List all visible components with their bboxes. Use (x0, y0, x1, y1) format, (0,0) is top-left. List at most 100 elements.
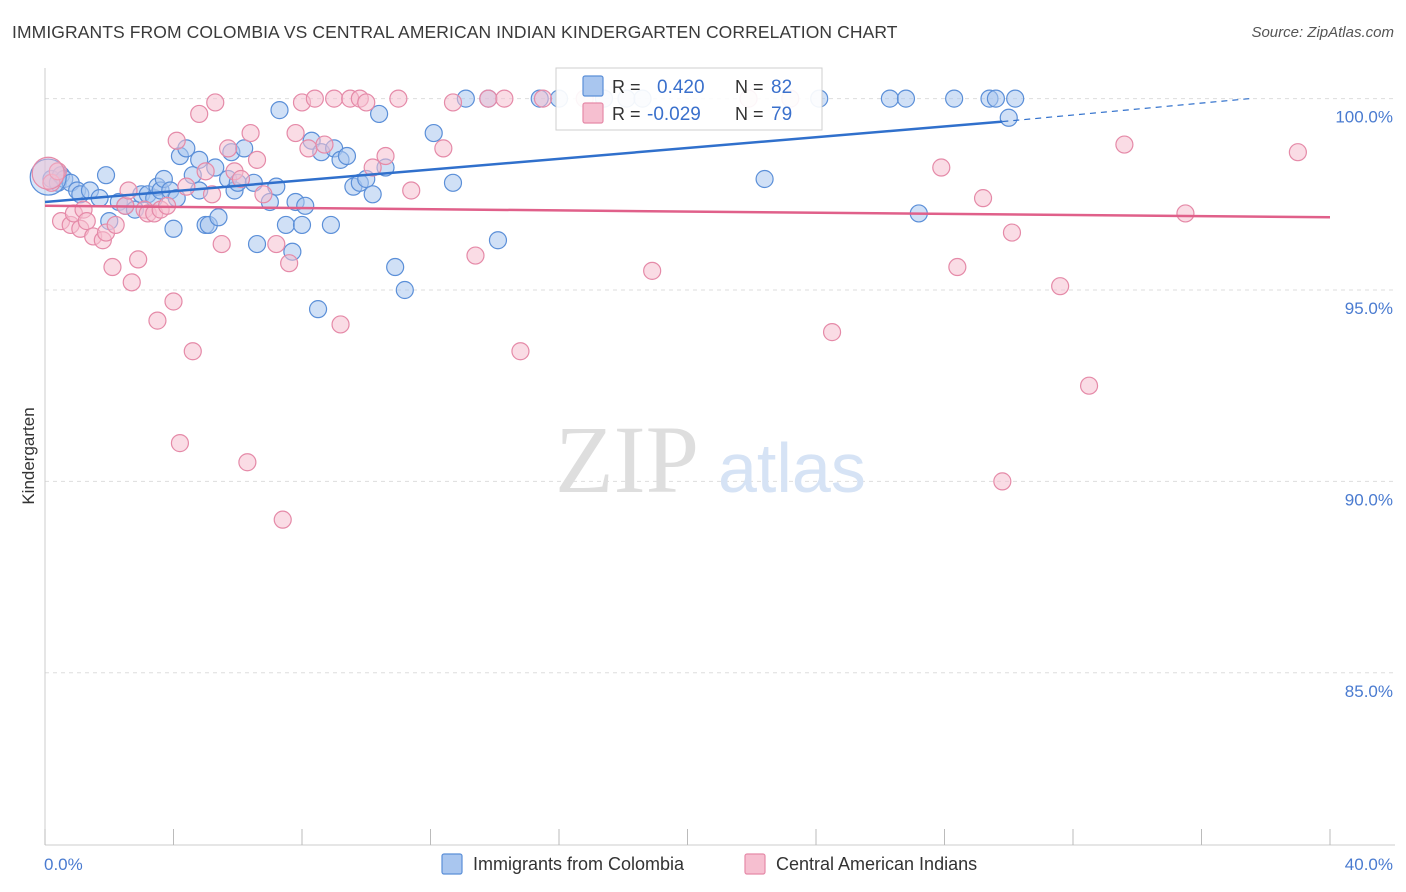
source-credit: Source: ZipAtlas.com (1251, 24, 1394, 41)
y-axis-label: Kindergarten (19, 407, 38, 504)
central-american-point (196, 162, 215, 181)
central-american-point (286, 123, 305, 143)
central-american-point (479, 89, 498, 108)
legend-swatch-central-american (582, 102, 604, 124)
y-tick-label: 90.0% (1345, 490, 1393, 509)
colombia-point (880, 89, 899, 108)
central-american-point (48, 162, 67, 181)
colombia-point (424, 123, 443, 143)
central-american-point (402, 181, 421, 200)
central-american-point (495, 89, 514, 108)
central-american-point (1079, 376, 1099, 395)
colombia-point (363, 185, 382, 204)
central-american-point (932, 158, 951, 177)
colombia-point (999, 108, 1018, 127)
colombia-point (296, 196, 315, 215)
central-american-point (315, 135, 334, 154)
central-american-point (643, 261, 662, 280)
legend-r-label-central-american: R = (612, 104, 641, 124)
central-american-point (1002, 223, 1022, 242)
central-american-point (533, 89, 553, 108)
central-american-point (231, 169, 251, 189)
watermark: ZIP atlas (555, 406, 866, 513)
colombia-point (896, 89, 916, 108)
y-tick-label: 100.0% (1335, 108, 1393, 127)
colombia-point (986, 89, 1006, 108)
colombia-point (247, 234, 267, 254)
central-american-point (170, 434, 190, 453)
legend-n-label-central-american: N = (735, 104, 764, 124)
central-american-point (822, 323, 842, 342)
colombia-point (96, 166, 116, 185)
colombia-point (270, 101, 289, 120)
central-american-point (267, 234, 286, 254)
colombia-point (945, 89, 964, 108)
central-american-point (177, 177, 196, 196)
bottom-legend-label-central-american: Central American Indians (776, 854, 977, 874)
tick-labels: 85.0% 90.0% 95.0% 100.0% 0.0% 40.0% (44, 108, 1393, 874)
series-legend: Immigrants from Colombia Central America… (441, 853, 977, 875)
colombia-point (370, 104, 389, 124)
central-american-point (434, 139, 453, 158)
central-american-point (247, 150, 267, 169)
central-american-point (122, 273, 141, 292)
trend-line-central-american (44, 204, 1331, 219)
central-american-point (357, 93, 376, 112)
x-tick-label: 40.0% (1345, 855, 1393, 874)
central-american-point (363, 158, 382, 177)
central-american-point (206, 93, 225, 112)
watermark-zip: ZIP (555, 406, 699, 513)
central-american-point (376, 146, 395, 166)
central-american-point (305, 89, 324, 108)
central-american-point (103, 257, 122, 277)
central-american-point (389, 89, 408, 108)
central-american-point (993, 472, 1012, 491)
bottom-legend-label-colombia: Immigrants from Colombia (473, 854, 685, 874)
legend-n-label-colombia: N = (735, 77, 764, 97)
legend-r-value-central-american: -0.029 (647, 104, 701, 125)
central-american-point (973, 189, 993, 208)
central-american-point (280, 254, 299, 273)
central-american-point (183, 342, 202, 361)
central-american-point (299, 139, 318, 158)
series-colombia-points (29, 89, 1025, 319)
legend-r-label-colombia: R = (612, 77, 641, 97)
bottom-legend-swatch-central-american (744, 853, 766, 875)
central-american-point (129, 250, 148, 269)
central-american-point (948, 257, 967, 277)
watermark-atlas: atlas (718, 429, 866, 507)
legend-r-value-colombia: 0.420 (657, 77, 705, 98)
central-american-point-large (31, 156, 65, 190)
central-american-point (241, 123, 260, 143)
central-american-point (466, 246, 485, 265)
central-american-point (254, 185, 273, 204)
central-american-point (511, 342, 530, 361)
trend-line-colombia-extension (1002, 98, 1250, 123)
axes (44, 68, 1395, 846)
central-american-point (325, 89, 344, 108)
colombia-point (321, 215, 341, 235)
central-american-point (1288, 143, 1307, 162)
bottom-legend-swatch-colombia (441, 853, 463, 875)
central-american-point (164, 292, 183, 311)
colombia-point (276, 215, 296, 235)
colombia-point (337, 146, 357, 166)
colombia-point (755, 169, 774, 189)
trend-lines (44, 98, 1331, 219)
colombia-point (292, 215, 312, 235)
y-tick-label: 95.0% (1345, 299, 1393, 318)
y-tick-label: 85.0% (1345, 682, 1393, 701)
central-american-point (238, 453, 257, 472)
trend-line-colombia (44, 120, 1003, 204)
legend-n-value-colombia: 82 (771, 77, 792, 98)
central-american-point (106, 215, 125, 235)
colombia-point (164, 219, 183, 238)
colombia-point (1006, 89, 1025, 108)
central-american-point (202, 185, 222, 204)
colombia-point (395, 280, 414, 300)
colombia-point (488, 231, 508, 250)
central-american-point (1176, 204, 1195, 223)
legend-swatch-colombia (582, 75, 604, 97)
series-central-american-points (31, 89, 1307, 529)
